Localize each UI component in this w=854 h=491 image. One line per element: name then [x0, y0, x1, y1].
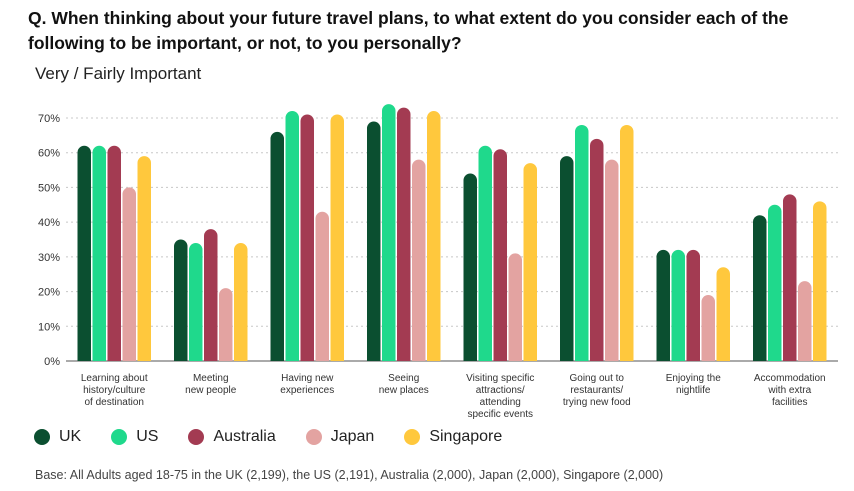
legend-item-uk: UK — [34, 428, 81, 446]
bar — [300, 114, 314, 362]
bar — [798, 281, 812, 361]
bar — [174, 239, 188, 361]
bar — [427, 111, 441, 361]
bar — [701, 295, 715, 361]
y-tick-label: 30% — [38, 252, 60, 264]
x-tick-label: trying new food — [563, 397, 631, 408]
y-tick-label: 70% — [38, 113, 60, 125]
bar — [92, 145, 106, 361]
bar — [397, 107, 411, 361]
y-tick-label: 10% — [38, 321, 60, 333]
x-tick-label: nightlife — [676, 385, 711, 396]
legend-item-singapore: Singapore — [404, 428, 502, 446]
bar — [716, 267, 730, 361]
bar — [813, 201, 827, 361]
x-tick-label: of destination — [85, 397, 145, 408]
bar — [122, 187, 136, 361]
bar-chart: 0% 10% 20% 30% 40% 50% 60% 70% Learning abouthis… — [38, 104, 838, 420]
bar — [620, 124, 634, 361]
question-title: Q. When thinking about your future trave… — [28, 8, 789, 53]
y-tick-label: 0% — [44, 356, 60, 368]
x-tick-label: Accommodation — [754, 373, 826, 384]
bar — [77, 145, 91, 361]
bar — [137, 156, 151, 361]
x-tick-label: facilities — [772, 397, 808, 408]
legend-label-australia: Australia — [213, 428, 276, 445]
bar — [285, 111, 299, 361]
bar — [270, 131, 284, 361]
bar — [590, 138, 604, 361]
bar — [382, 104, 396, 361]
x-tick-label: Going out to — [570, 373, 625, 384]
legend: UK US Australia Japan Singapore — [34, 428, 532, 446]
base-footnote: Base: All Adults aged 18-75 in the UK (2… — [35, 468, 664, 482]
chart-subtitle: Very / Fairly Important — [35, 64, 202, 83]
bar — [686, 249, 700, 361]
legend-label-singapore: Singapore — [429, 428, 503, 445]
x-tick-label: attending — [480, 397, 521, 408]
bar — [219, 288, 233, 361]
legend-swatch-japan — [305, 429, 322, 445]
x-tick-label: Having new — [281, 373, 334, 384]
x-tick-label: new places — [379, 385, 429, 396]
bar — [478, 145, 492, 361]
x-tick-label: Visiting specific — [466, 373, 534, 384]
x-tick-label: history/culture — [83, 385, 146, 396]
bar — [656, 249, 670, 361]
x-tick-label: Seeing — [388, 373, 419, 384]
bar — [189, 242, 203, 361]
legend-swatch-us — [111, 429, 128, 445]
bar — [107, 145, 121, 361]
legend-item-australia: Australia — [188, 428, 276, 446]
y-tick-label: 60% — [38, 148, 60, 160]
bar — [605, 159, 619, 361]
x-tick-label: restaurants/ — [570, 385, 623, 396]
legend-label-uk: UK — [59, 428, 82, 445]
bar — [575, 124, 589, 361]
bar — [234, 242, 248, 361]
bar — [367, 121, 381, 361]
bar — [671, 249, 685, 361]
bar — [753, 215, 767, 361]
x-tick-label: specific events — [467, 409, 533, 420]
legend-label-japan: Japan — [330, 428, 375, 445]
bar — [493, 149, 507, 361]
bar — [523, 163, 537, 361]
bar — [330, 114, 344, 362]
bar — [508, 253, 522, 361]
legend-swatch-uk — [34, 429, 50, 445]
bar — [783, 194, 797, 361]
x-tick-label: new people — [185, 385, 237, 396]
x-tick-label: with extra — [767, 385, 811, 396]
bar — [315, 211, 329, 361]
bar — [412, 159, 426, 361]
x-tick-label: experiences — [280, 385, 334, 396]
legend-item-us: US — [111, 428, 158, 446]
x-tick-label: Learning about — [81, 373, 148, 384]
bar — [560, 156, 574, 361]
legend-item-japan: Japan — [305, 428, 375, 446]
legend-swatch-singapore — [404, 429, 421, 445]
bar — [204, 229, 218, 361]
legend-swatch-australia — [188, 429, 205, 445]
y-tick-label: 50% — [38, 182, 60, 194]
bar — [463, 173, 477, 361]
x-tick-label: Enjoying the — [666, 373, 721, 384]
y-tick-label: 20% — [38, 287, 60, 299]
legend-label-us: US — [136, 428, 159, 445]
x-tick-label: Meeting — [193, 373, 229, 384]
y-tick-label: 40% — [38, 217, 60, 229]
x-tick-label: attractions/ — [476, 385, 525, 396]
bar — [768, 204, 782, 361]
